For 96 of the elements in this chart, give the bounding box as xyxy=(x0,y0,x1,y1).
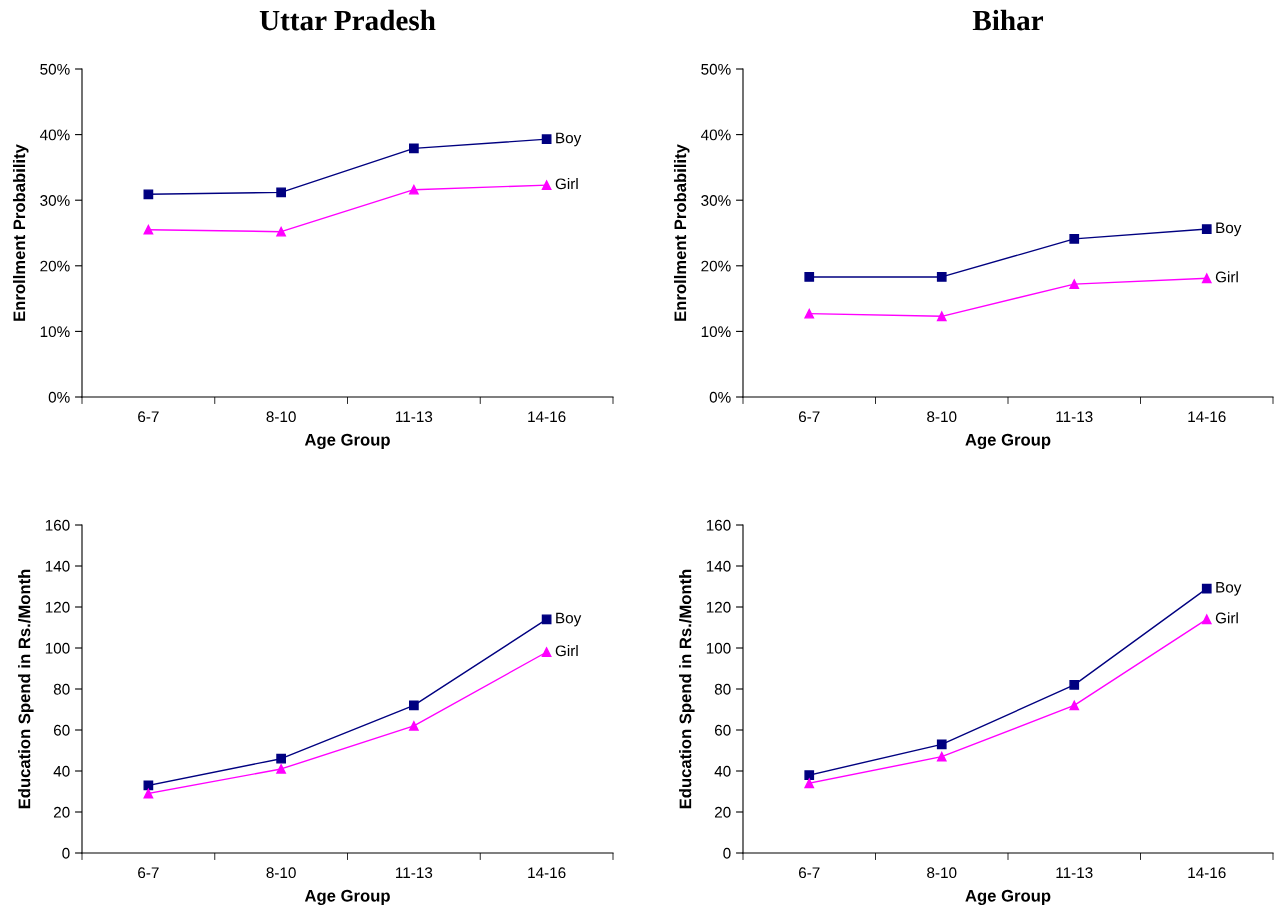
y-tick-label: 0 xyxy=(723,847,731,859)
x-tick-label: 11-13 xyxy=(396,867,433,879)
point xyxy=(936,751,947,762)
point xyxy=(541,180,552,190)
point xyxy=(409,143,419,154)
y-tick-label: 30% xyxy=(40,195,70,206)
x-axis-title: Age Group xyxy=(304,433,390,449)
x-tick-label: 14-16 xyxy=(528,867,566,879)
series-label: Boy xyxy=(556,132,582,147)
y-tick-label: 40 xyxy=(53,765,70,777)
x-tick-label: 14-16 xyxy=(1188,411,1226,423)
y-tick-label: 40% xyxy=(39,129,70,141)
y-tick-label: 10% xyxy=(40,326,70,338)
point xyxy=(541,134,552,145)
series-label: Girl xyxy=(1215,271,1238,283)
x-tick-label: 11-13 xyxy=(1056,411,1093,423)
y-tick-label: 80 xyxy=(714,683,731,695)
x-tick-label: 6-7 xyxy=(798,411,820,423)
y-tick-label: 160 xyxy=(706,519,731,531)
y-tick-label: 20 xyxy=(53,806,70,818)
series-label: Boy xyxy=(1216,222,1242,237)
x-axis-title: Age Group xyxy=(965,889,1051,905)
y-tick-label: 160 xyxy=(45,519,70,531)
point xyxy=(541,614,552,625)
chart-title: Uttar Pradesh xyxy=(259,9,436,31)
y-axis-title: Education Spend in Rs./Month xyxy=(679,569,695,809)
y-tick-label: 60 xyxy=(714,724,731,736)
point xyxy=(143,189,154,200)
y-tick-label: 0% xyxy=(48,391,70,403)
point xyxy=(804,778,815,789)
x-tick-label: 8-10 xyxy=(266,411,296,423)
point xyxy=(1201,583,1212,594)
point xyxy=(1201,273,1212,284)
y-tick-label: 40% xyxy=(700,129,731,141)
y-tick-label: 30% xyxy=(701,195,731,206)
point xyxy=(143,780,154,791)
y-tick-label: 10% xyxy=(701,326,731,338)
x-tick-label: 6-7 xyxy=(138,867,159,879)
point xyxy=(276,753,286,764)
point xyxy=(276,764,286,774)
series-label: Boy xyxy=(556,612,582,627)
x-tick-label: 14-16 xyxy=(1188,867,1226,879)
y-tick-label: 120 xyxy=(706,601,731,613)
y-tick-label: 20% xyxy=(701,260,731,272)
x-tick-label: 6-7 xyxy=(798,867,820,879)
y-tick-label: 80 xyxy=(53,683,70,695)
point xyxy=(1069,279,1080,290)
point xyxy=(143,788,154,799)
point xyxy=(804,770,815,780)
point xyxy=(1069,680,1080,690)
x-tick-label: 11-13 xyxy=(396,411,433,423)
point xyxy=(804,272,815,282)
y-axis-title: Enrollment Probability xyxy=(12,144,29,321)
y-tick-label: 100 xyxy=(706,642,731,654)
point xyxy=(276,226,286,237)
point xyxy=(409,721,419,731)
y-tick-label: 0 xyxy=(62,847,70,859)
point xyxy=(1069,700,1080,711)
point xyxy=(541,647,552,657)
x-tick-label: 8-10 xyxy=(266,867,296,879)
chart-title: Bihar xyxy=(972,9,1044,31)
y-tick-label: 60 xyxy=(53,724,70,736)
point xyxy=(936,739,947,750)
point xyxy=(1069,234,1080,244)
x-tick-label: 8-10 xyxy=(927,867,957,879)
x-tick-label: 14-16 xyxy=(528,411,566,423)
x-tick-label: 6-7 xyxy=(138,411,159,423)
point xyxy=(1201,224,1212,234)
point xyxy=(409,700,419,711)
y-tick-label: 120 xyxy=(45,601,70,613)
y-axis-title: Enrollment Probability xyxy=(673,144,690,321)
series-label: Boy xyxy=(1216,581,1242,596)
y-tick-label: 20 xyxy=(714,806,731,818)
series-label: Girl xyxy=(1215,612,1238,624)
y-tick-label: 140 xyxy=(45,560,70,572)
y-tick-label: 140 xyxy=(706,560,731,572)
y-tick-label: 40 xyxy=(714,765,731,777)
point xyxy=(409,184,419,195)
y-tick-label: 100 xyxy=(45,642,70,654)
y-tick-label: 50% xyxy=(701,63,731,75)
x-axis-title: Age Group xyxy=(965,433,1051,449)
series-label: Girl xyxy=(555,177,578,190)
point xyxy=(1201,614,1212,625)
point xyxy=(936,272,947,282)
point xyxy=(143,224,154,235)
point xyxy=(804,308,815,319)
x-axis-title: Age Group xyxy=(304,889,390,905)
series-label: Girl xyxy=(555,644,578,657)
y-tick-label: 50% xyxy=(40,63,70,75)
y-tick-label: 20% xyxy=(40,260,70,272)
y-tick-label: 0% xyxy=(709,391,731,403)
y-axis-title: Education Spend in Rs./Month xyxy=(18,569,34,809)
point xyxy=(276,187,286,198)
x-tick-label: 11-13 xyxy=(1056,867,1093,879)
point xyxy=(936,311,947,322)
x-tick-label: 8-10 xyxy=(927,411,957,423)
